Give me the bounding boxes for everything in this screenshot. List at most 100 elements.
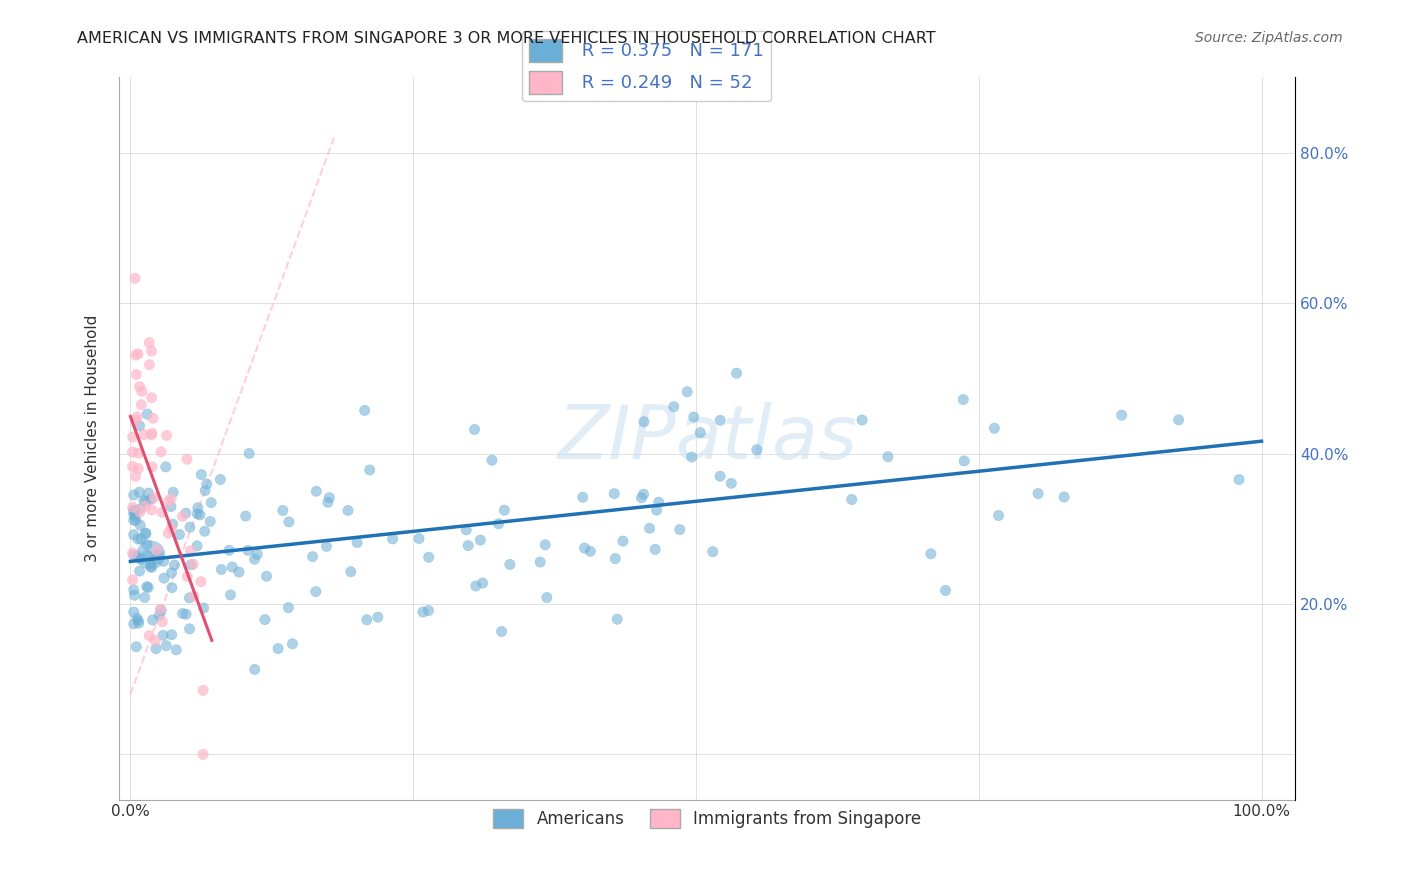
Point (179, 544, 201, 558)
Point (138, 335, 160, 350)
Point (139, 492, 162, 507)
Point (160, 628, 183, 642)
Point (141, 391, 163, 405)
Point (145, 633, 167, 648)
Point (315, 539, 337, 553)
Point (228, 565, 250, 579)
Point (494, 503, 516, 517)
Point (174, 607, 197, 621)
Point (124, 348, 146, 362)
Point (141, 426, 163, 441)
Point (218, 543, 240, 558)
Point (301, 549, 323, 564)
Point (129, 502, 152, 516)
Point (193, 601, 215, 615)
Point (121, 500, 143, 515)
Point (359, 463, 381, 477)
Point (1111, 408, 1133, 422)
Point (150, 445, 173, 459)
Point (127, 611, 149, 625)
Point (141, 560, 163, 574)
Point (471, 576, 494, 591)
Point (188, 508, 211, 522)
Point (418, 550, 440, 565)
Point (491, 624, 513, 639)
Point (318, 491, 340, 505)
Point (191, 683, 214, 698)
Point (146, 548, 169, 562)
Point (135, 494, 157, 508)
Point (172, 509, 194, 524)
Text: Source: ZipAtlas.com: Source: ZipAtlas.com (1195, 31, 1343, 45)
Point (209, 473, 232, 487)
Point (136, 407, 159, 421)
Point (141, 428, 163, 442)
Point (174, 506, 197, 520)
Point (143, 491, 166, 505)
Point (124, 469, 146, 483)
Point (725, 366, 748, 380)
Point (256, 569, 278, 583)
Point (356, 613, 378, 627)
Point (983, 421, 1005, 435)
Point (125, 640, 148, 654)
Point (172, 607, 194, 621)
Point (689, 425, 711, 440)
Point (162, 517, 184, 532)
Point (456, 523, 478, 537)
Point (952, 392, 974, 407)
Point (134, 526, 156, 541)
Point (603, 486, 626, 500)
Point (134, 500, 156, 514)
Point (176, 452, 198, 467)
Point (481, 453, 503, 467)
Point (129, 398, 152, 412)
Point (499, 558, 522, 572)
Point (141, 459, 163, 474)
Point (418, 604, 440, 618)
Point (669, 523, 692, 537)
Point (127, 614, 149, 628)
Point (125, 413, 148, 427)
Point (612, 534, 634, 549)
Point (186, 539, 208, 553)
Point (152, 628, 174, 642)
Point (647, 495, 669, 509)
Point (122, 527, 145, 541)
Point (121, 459, 143, 474)
Point (190, 574, 212, 589)
Point (125, 368, 148, 382)
Point (488, 516, 510, 531)
Point (183, 589, 205, 603)
Point (457, 539, 479, 553)
Point (920, 547, 942, 561)
Point (135, 580, 157, 594)
Point (162, 485, 184, 500)
Point (122, 488, 145, 502)
Y-axis label: 3 or more Vehicles in Household: 3 or more Vehicles in Household (86, 315, 100, 562)
Point (128, 379, 150, 393)
Point (127, 532, 149, 546)
Point (163, 558, 186, 572)
Point (572, 490, 595, 504)
Point (122, 507, 145, 521)
Point (150, 603, 173, 617)
Point (353, 403, 375, 417)
Point (464, 423, 486, 437)
Point (138, 486, 160, 500)
Point (243, 662, 266, 676)
Point (134, 591, 156, 605)
Point (127, 549, 149, 564)
Point (146, 543, 169, 558)
Point (150, 505, 173, 519)
Point (135, 526, 157, 541)
Point (128, 615, 150, 630)
Point (1167, 413, 1189, 427)
Point (235, 509, 257, 524)
Point (277, 515, 299, 529)
Point (160, 566, 183, 580)
Point (149, 602, 172, 616)
Point (381, 532, 404, 546)
Point (155, 639, 177, 653)
Point (195, 477, 218, 491)
